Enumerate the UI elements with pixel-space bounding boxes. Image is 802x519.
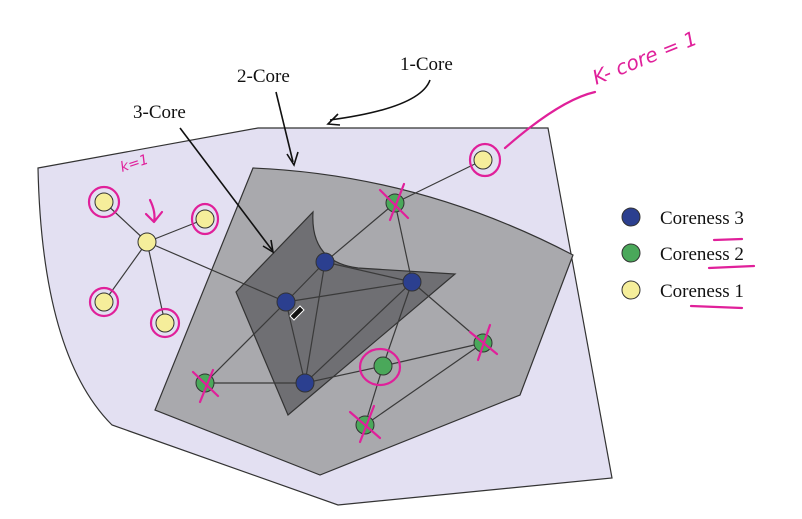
legend-coreness2-swatch xyxy=(621,243,641,263)
node-coreness1 xyxy=(137,232,157,252)
pen-cursor-icon xyxy=(289,305,305,321)
coreness3-nodes xyxy=(276,252,422,393)
node-coreness1 xyxy=(195,209,215,229)
legend-coreness2-label: Coreness 2 xyxy=(660,244,744,265)
core2-label: 2-Core xyxy=(237,66,290,87)
legend-coreness1-label: Coreness 1 xyxy=(660,281,744,302)
node-coreness3 xyxy=(295,373,315,393)
node-coreness3 xyxy=(276,292,296,312)
core1-arrow xyxy=(329,79,431,121)
node-coreness1 xyxy=(94,292,114,312)
node-coreness1 xyxy=(155,313,175,333)
node-coreness1 xyxy=(473,150,493,170)
node-coreness2 xyxy=(373,356,393,376)
coreness1-nodes xyxy=(94,150,493,333)
legend-coreness1-swatch xyxy=(621,280,641,300)
legend-coreness3-label: Coreness 3 xyxy=(660,208,744,229)
node-coreness1 xyxy=(94,192,114,212)
node-coreness3 xyxy=(315,252,335,272)
kcore-note: K- core = 1 xyxy=(589,26,701,90)
legend: Coreness 3 Coreness 2 Coreness 1 xyxy=(621,207,744,302)
legend-coreness3-swatch xyxy=(621,207,641,227)
core1-label: 1-Core xyxy=(400,54,453,75)
core2-arrow xyxy=(275,91,294,163)
core3-label: 3-Core xyxy=(133,102,186,123)
core3-arrow xyxy=(179,127,273,251)
node-coreness3 xyxy=(402,272,422,292)
